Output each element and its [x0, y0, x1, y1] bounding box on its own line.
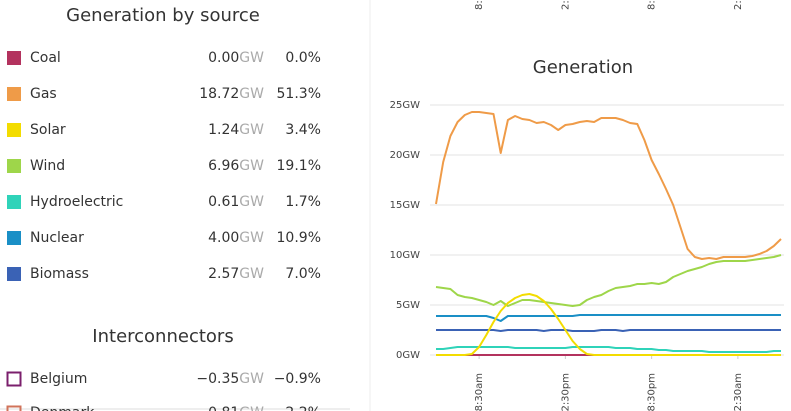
source-percent: 3.4%	[285, 122, 321, 138]
panel-title: Interconnectors	[92, 326, 233, 347]
swatch	[7, 231, 21, 245]
value: 18.72	[199, 86, 239, 102]
unit: GW	[239, 122, 264, 138]
swatch	[7, 123, 21, 137]
source-value: 0.81GW	[208, 405, 264, 411]
source-name: Gas	[30, 86, 57, 102]
series-line	[435, 254, 782, 307]
source-value: 0.61GW	[208, 194, 264, 210]
x-tick-label: 2:30pm	[560, 0, 571, 10]
source-percent: 7.0%	[285, 266, 321, 282]
series-line	[436, 346, 781, 353]
source-name: Denmark	[30, 405, 95, 411]
value: 2.57	[208, 266, 239, 282]
unit: GW	[239, 405, 264, 411]
swatch	[6, 371, 22, 387]
unit: GW	[239, 86, 264, 102]
x-tick-label: 8:30am	[474, 373, 485, 411]
x-tick-label: 2:30pm	[560, 373, 571, 411]
value: 0.81	[208, 405, 239, 411]
unit: GW	[239, 371, 264, 387]
value: 4.00	[208, 230, 239, 246]
source-name: Belgium	[30, 371, 87, 387]
source-value: 4.00GW	[208, 230, 264, 246]
source-percent: 2.2%	[285, 405, 321, 411]
swatch	[7, 195, 21, 209]
swatch	[7, 159, 21, 173]
source-name: Hydroelectric	[30, 194, 123, 210]
unit: GW	[239, 230, 264, 246]
source-name: Coal	[30, 50, 61, 66]
unit: GW	[239, 50, 264, 66]
series-line	[436, 329, 781, 332]
y-tick-label: 10GW	[390, 250, 420, 261]
panel-title: Generation by source	[66, 5, 260, 26]
swatch	[7, 51, 21, 65]
source-percent: 19.1%	[277, 158, 321, 174]
swatch	[6, 405, 22, 411]
x-tick-label: 8:30am	[474, 0, 485, 10]
unit: GW	[239, 194, 264, 210]
source-name: Biomass	[30, 266, 89, 282]
y-tick-label: 20GW	[390, 150, 420, 161]
x-tick-label: 8:30pm	[647, 373, 658, 411]
source-name: Solar	[30, 122, 66, 138]
chart-title: Generation	[533, 57, 633, 78]
value: 0.00	[208, 50, 239, 66]
source-percent: 10.9%	[277, 230, 321, 246]
y-tick-label: 25GW	[390, 100, 420, 111]
y-tick-label: 5GW	[396, 300, 420, 311]
value: 1.24	[208, 122, 239, 138]
series-line	[435, 111, 782, 260]
source-value: 1.24GW	[208, 122, 264, 138]
source-value: 18.72GW	[199, 86, 264, 102]
x-tick-label: 2:30am	[733, 373, 744, 411]
source-percent: 1.7%	[285, 194, 321, 210]
unit: GW	[239, 158, 264, 174]
value: 6.96	[208, 158, 239, 174]
series-line	[436, 293, 781, 356]
y-tick-label: 0GW	[396, 350, 420, 361]
source-value: 2.57GW	[208, 266, 264, 282]
source-percent: 0.0%	[285, 50, 321, 66]
source-percent: −0.9%	[274, 371, 321, 387]
value: 0.61	[208, 194, 239, 210]
x-tick-label: 8:30pm	[647, 0, 658, 10]
source-value: 6.96GW	[208, 158, 264, 174]
unit: GW	[239, 266, 264, 282]
y-tick-label: 15GW	[390, 200, 420, 211]
source-name: Nuclear	[30, 230, 84, 246]
source-value: −0.35GW	[196, 371, 264, 387]
x-tick-label: 2:30am	[733, 0, 744, 10]
value: −0.35	[196, 371, 239, 387]
source-value: 0.00GW	[208, 50, 264, 66]
swatch	[7, 267, 21, 281]
source-name: Wind	[30, 158, 65, 174]
series-line	[436, 314, 781, 322]
swatch	[7, 87, 21, 101]
source-percent: 51.3%	[277, 86, 321, 102]
